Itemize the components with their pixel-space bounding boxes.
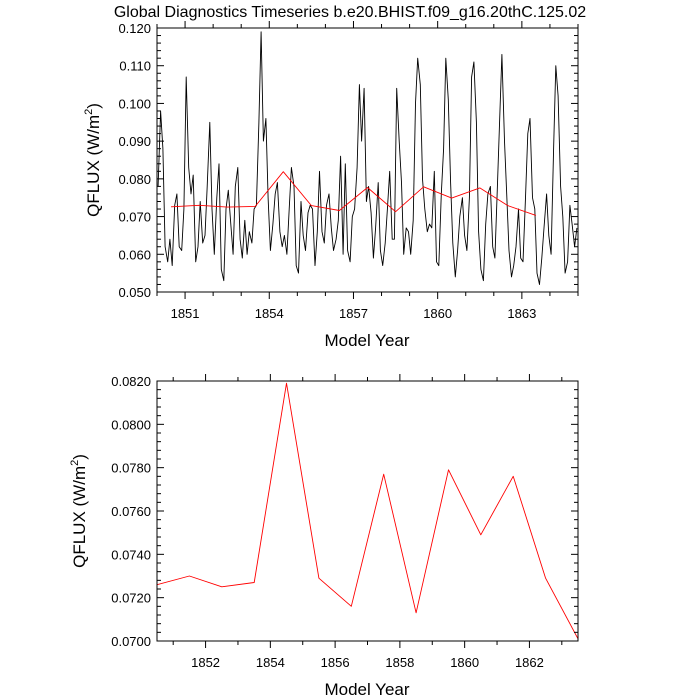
top-plot-series	[157, 31, 578, 285]
bottom-x-axis-title: Model Year	[324, 680, 409, 699]
top-x-tick-label: 1857	[339, 306, 368, 321]
top-y-tick-label: 0.120	[118, 21, 151, 36]
top-ticks: 0.050 0.060 0.070 0.080 0.090 0.100 0.110 0.120…	[118, 21, 579, 321]
top-y-tick-label: 0.080	[118, 172, 151, 187]
bottom-y-axis-title-close: )	[70, 454, 89, 460]
top-y-axis-title-close: )	[84, 103, 103, 109]
bottom-y-tick-label: 0.0820	[111, 374, 151, 389]
top-annual-series-line	[170, 171, 537, 216]
bottom-chart: 0.0700 0.0720 0.0740 0.0760 0.0780 0.0800 0.08…	[69, 374, 579, 699]
bottom-x-tick-label: 1860	[450, 655, 479, 670]
bottom-y-axis-title-sup: 2	[69, 460, 81, 466]
chart-title: Global Diagnostics Timeseries b.e20.BHIS…	[114, 4, 586, 21]
bottom-ticks: 0.0700 0.0720 0.0740 0.0760 0.0780 0.0800 0.08…	[111, 374, 578, 670]
top-x-tick-label: 1854	[255, 306, 284, 321]
bottom-y-tick-label: 0.0760	[111, 504, 151, 519]
top-y-tick-label: 0.070	[118, 210, 151, 225]
bottom-x-tick-label: 1854	[256, 655, 285, 670]
top-x-tick-label: 1863	[507, 306, 536, 321]
bottom-y-tick-label: 0.0700	[111, 634, 151, 649]
top-monthly-series-line	[157, 31, 578, 285]
bottom-x-tick-label: 1852	[191, 655, 220, 670]
top-chart: 0.050 0.060 0.070 0.080 0.090 0.100 0.110 0.120…	[83, 21, 579, 350]
top-y-axis-title: QFLUX (W/m2)	[83, 103, 103, 217]
bottom-y-tick-label: 0.0740	[111, 547, 151, 562]
bottom-y-tick-label: 0.0720	[111, 591, 151, 606]
bottom-x-tick-label: 1862	[515, 655, 544, 670]
top-y-tick-label: 0.060	[118, 247, 151, 262]
bottom-plot-series	[157, 382, 578, 640]
top-y-tick-label: 0.110	[119, 59, 151, 74]
top-y-tick-label: 0.050	[118, 285, 151, 300]
bottom-x-tick-label: 1856	[321, 655, 350, 670]
top-y-axis-title-sup: 2	[83, 109, 95, 115]
top-y-tick-label: 0.090	[118, 134, 151, 149]
top-x-axis-title: Model Year	[324, 331, 409, 350]
bottom-y-tick-label: 0.0800	[111, 417, 151, 432]
bottom-y-axis-title: QFLUX (W/m2)	[69, 454, 89, 568]
top-y-tick-label: 0.100	[118, 96, 151, 111]
top-y-axis-title-main: QFLUX (W/m	[84, 115, 103, 217]
top-x-tick-label: 1860	[423, 306, 452, 321]
bottom-y-axis-title-main: QFLUX (W/m	[70, 466, 89, 568]
bottom-plot-frame	[156, 380, 579, 642]
top-x-tick-label: 1851	[171, 306, 200, 321]
bottom-annual-series-line	[157, 382, 578, 640]
bottom-y-tick-label: 0.0780	[111, 461, 151, 476]
top-plot-frame	[156, 27, 579, 293]
bottom-x-tick-label: 1858	[385, 655, 414, 670]
